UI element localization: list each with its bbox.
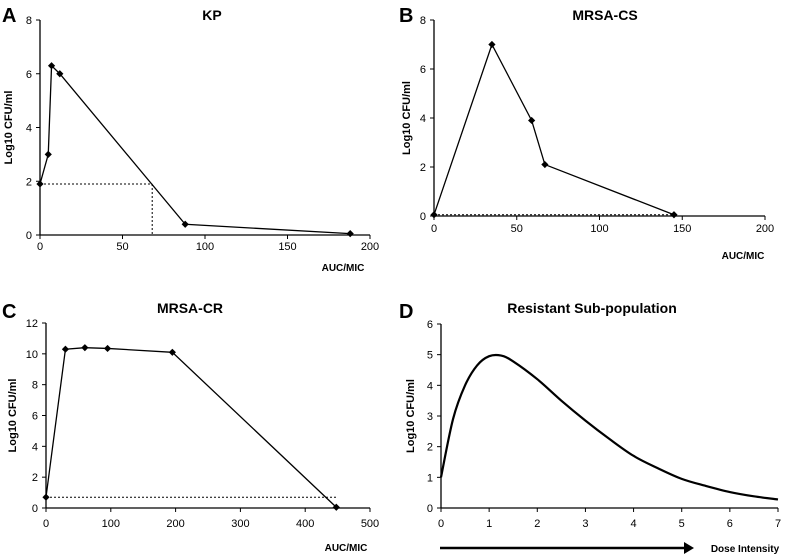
panel-a-data-point <box>346 230 354 238</box>
panel-b-x-tick-label: 150 <box>673 223 691 235</box>
panel-d-x-tick-label: 6 <box>727 518 733 530</box>
panel-c-data-point <box>81 344 89 352</box>
panel-d-x-tick-label: 2 <box>534 518 540 530</box>
panel-c-data-point <box>61 345 70 353</box>
panel-b-letter: B <box>399 5 413 27</box>
panel-c-data-point <box>42 493 50 501</box>
panel-a-letter: A <box>2 5 16 27</box>
panel-c-letter: C <box>2 301 16 323</box>
panel-b-x-tick-label: 50 <box>511 223 523 235</box>
panel-a-x-tick-label: 150 <box>278 241 296 253</box>
panel-a-y-tick-label: 4 <box>26 123 32 135</box>
panel-d-x-tick-label: 5 <box>679 518 685 530</box>
panel-b-y-tick-label: 6 <box>420 64 426 76</box>
panel-c-title: MRSA-CR <box>157 300 223 316</box>
panel-d-y-tick-label: 3 <box>427 411 433 423</box>
panel-c-data-point <box>332 503 340 511</box>
panel-c-y-tick-label: 12 <box>26 318 38 330</box>
panel-b: B MRSA-CS 0 2 4 6 8 0 50 100 150 200 Log10 CFU/ml AU… <box>399 5 774 262</box>
panel-c-x-tick-label: 200 <box>166 518 184 530</box>
panel-b-data-point <box>670 211 678 219</box>
panel-b-data-point <box>528 116 536 125</box>
panel-d: D Resistant Sub-population 0 1 2 3 4 5 6 0 1 2 3 4 5 6… <box>399 300 781 555</box>
panel-b-x-tick-label: 100 <box>590 223 608 235</box>
panel-d-x-tick-label: 1 <box>486 518 492 530</box>
panel-c-data-point <box>168 348 176 356</box>
panel-b-series-line <box>433 42 675 216</box>
panel-d-y-tick-label: 5 <box>427 350 433 362</box>
panel-b-y-tick-label: 4 <box>420 113 426 125</box>
panel-a-data-point <box>47 62 56 70</box>
panel-c-x-tick-label: 0 <box>43 518 49 530</box>
panel-a-x-tick-label: 200 <box>361 241 379 253</box>
panel-c-y-tick-label: 0 <box>32 503 38 515</box>
panel-d-x-tick-label: 7 <box>775 518 781 530</box>
panel-c-x-tick-label: 500 <box>361 518 379 530</box>
panel-c-y-tick-label: 6 <box>32 411 38 423</box>
panel-d-dose-arrow-head <box>684 542 694 554</box>
panel-c-y-tick-label: 10 <box>26 349 38 361</box>
panel-b-data-point <box>541 160 549 169</box>
panel-a-data-point <box>44 150 52 158</box>
panel-b-y-tick-label: 8 <box>420 15 426 27</box>
panel-d-x-tick-label: 3 <box>582 518 588 530</box>
panel-a-x-tick-label: 50 <box>116 241 128 253</box>
panel-b-y-tick-label: 0 <box>420 211 426 223</box>
panel-d-x-tick-label: 4 <box>631 518 637 530</box>
panel-a-x-label: AUC/MIC <box>322 263 365 274</box>
panel-a-data-point <box>56 70 64 78</box>
panel-a: A KP 0 2 4 6 8 0 50 100 150 200 Log10 CFU/ml AUC/MIC <box>2 5 379 274</box>
panel-b-title: MRSA-CS <box>572 7 637 23</box>
panel-a-x-tick-label: 0 <box>37 241 43 253</box>
panel-c-y-tick-label: 2 <box>32 472 38 484</box>
panel-b-x-label: AUC/MIC <box>722 251 765 262</box>
panel-c-x-tick-label: 100 <box>102 518 120 530</box>
panel-a-data-point <box>36 180 44 188</box>
panel-c-data-point <box>103 344 112 353</box>
panel-c-y-tick-label: 4 <box>32 441 38 453</box>
panel-a-y-tick-label: 0 <box>26 230 32 242</box>
panel-d-y-tick-label: 2 <box>427 442 433 454</box>
panel-b-data-point <box>430 211 438 219</box>
panel-a-series-line <box>39 64 351 235</box>
panel-b-x-tick-label: 200 <box>756 223 774 235</box>
panel-d-y-tick-label: 6 <box>427 319 433 331</box>
panel-d-y-tick-label: 4 <box>427 380 433 392</box>
panel-b-y-tick-label: 2 <box>420 162 426 174</box>
panel-c-series-line <box>45 347 337 508</box>
panel-a-y-tick-label: 2 <box>26 176 32 188</box>
panel-d-letter: D <box>399 301 413 323</box>
panel-d-y-tick-label: 0 <box>427 503 433 515</box>
panel-c: C MRSA-CR 0 2 4 6 8 10 12 0 100 200 300 400 500 Log10 … <box>2 300 379 554</box>
panel-a-data-point <box>181 220 189 228</box>
panel-c-x-tick-label: 300 <box>231 518 249 530</box>
panel-c-x-tick-label: 400 <box>296 518 314 530</box>
panel-d-x-tick-label: 0 <box>438 518 444 530</box>
panel-a-x-tick-label: 100 <box>196 241 214 253</box>
panel-a-y-tick-label: 6 <box>26 69 32 81</box>
panel-d-title: Resistant Sub-population <box>507 300 677 316</box>
panel-b-x-tick-label: 0 <box>431 223 437 235</box>
panel-d-series-line <box>439 353 779 501</box>
panel-c-y-tick-label: 8 <box>32 380 38 392</box>
panel-d-y-label: Log10 CFU/ml <box>405 379 417 453</box>
panel-d-x-label: Dose Intensity <box>711 544 780 555</box>
panel-c-x-label: AUC/MIC <box>325 543 368 554</box>
panel-c-y-label: Log10 CFU/ml <box>7 379 19 453</box>
panel-d-y-tick-label: 1 <box>427 472 433 484</box>
panel-a-title: KP <box>202 7 221 23</box>
panel-b-y-label: Log10 CFU/ml <box>401 81 413 155</box>
panel-a-y-tick-label: 8 <box>26 15 32 27</box>
panel-a-y-label: Log10 CFU/ml <box>3 91 15 165</box>
panel-b-data-point <box>488 40 496 49</box>
